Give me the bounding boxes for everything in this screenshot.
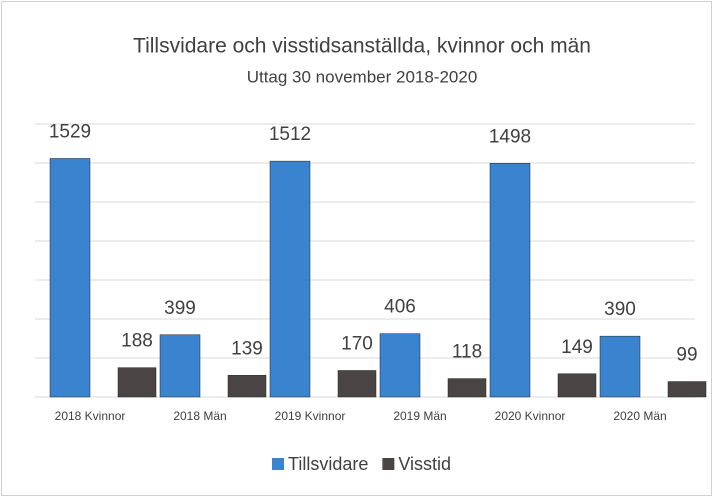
bar — [227, 375, 267, 398]
legend-label: Tillsvidare — [288, 454, 368, 474]
bar — [667, 381, 707, 398]
data-label: 390 — [604, 299, 636, 320]
data-label: 139 — [231, 338, 263, 359]
bar — [269, 160, 311, 398]
data-label: 406 — [384, 297, 416, 318]
data-label: 118 — [452, 342, 482, 363]
data-label: 99 — [676, 345, 697, 366]
data-label: 149 — [561, 337, 593, 358]
data-label: 170 — [341, 333, 373, 354]
data-label: 188 — [121, 331, 153, 352]
bar — [337, 370, 377, 398]
bar — [447, 378, 487, 398]
x-tick-label: 2019 Män — [393, 409, 446, 423]
data-label: 1529 — [49, 121, 91, 142]
x-tick-label: 2020 Män — [613, 409, 666, 423]
chart-title: Tillsvidare och visstidsanställda, kvinn… — [133, 35, 591, 58]
bar — [599, 335, 641, 398]
bar — [159, 334, 201, 398]
x-tick-label: 2018 Män — [173, 409, 226, 423]
chart-subtitle: Uttag 30 november 2018-2020 — [247, 67, 478, 86]
bar — [49, 158, 91, 398]
x-tick-label: 2020 Kvinnor — [495, 409, 566, 423]
x-tick-label: 2019 Kvinnor — [275, 409, 346, 423]
bar — [379, 333, 421, 398]
bar — [557, 373, 597, 398]
x-tick-label: 2018 Kvinnor — [55, 409, 126, 423]
legend-swatch — [272, 458, 284, 470]
data-label: 1498 — [489, 126, 531, 147]
legend-swatch — [382, 458, 395, 470]
data-label: 1512 — [269, 124, 311, 145]
bar — [117, 367, 157, 398]
data-label: 399 — [164, 298, 196, 319]
legend-label: Visstid — [398, 454, 451, 474]
bar — [489, 163, 531, 398]
